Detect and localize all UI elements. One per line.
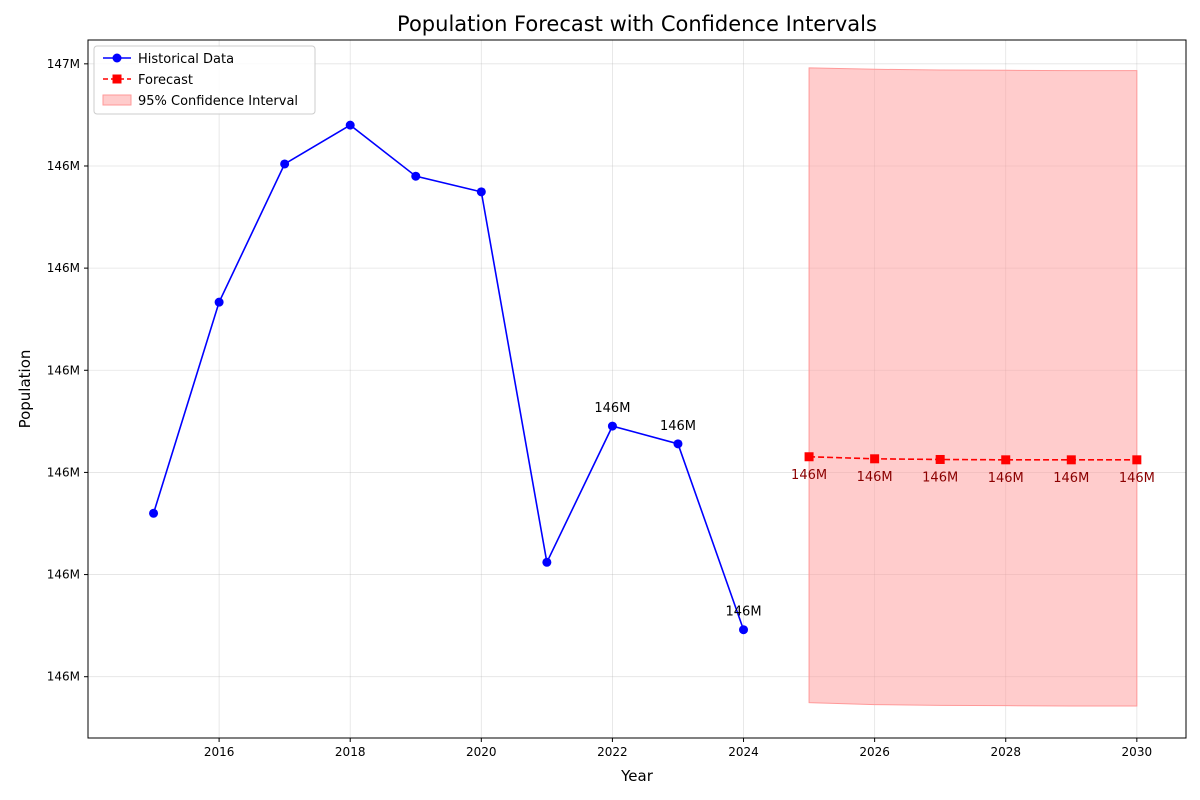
historical-data-point (673, 439, 683, 449)
x-tick-label: 2018 (335, 745, 366, 759)
forecast-data-point (804, 452, 814, 462)
forecast-point-label: 146M (1053, 471, 1089, 486)
forecast-data-point (935, 454, 945, 464)
x-axis-title: Year (620, 767, 654, 785)
axes: 2016 2018 2020 2022 2024 2026 2028 2030146M146M… (47, 57, 1152, 759)
data-labels: 146M 146M 146M 146M 146M 146M 146M 146M 146M (594, 401, 1154, 620)
x-tick-label: 2026 (859, 745, 890, 759)
legend-forecast-marker (112, 74, 122, 84)
series-layer (149, 120, 1142, 635)
historical-data-point (149, 508, 159, 518)
y-axis-title: Population (16, 350, 34, 429)
historical-data-point (607, 421, 617, 431)
legend-forecast-label: Forecast (138, 73, 193, 88)
x-tick-label: 2030 (1122, 745, 1153, 759)
confidence-band-layer (808, 67, 1138, 707)
historical-data-point (542, 557, 552, 567)
forecast-point-label: 146M (791, 468, 827, 483)
forecast-data-point (1132, 455, 1142, 465)
x-tick-label: 2024 (728, 745, 759, 759)
historical-data-point (280, 159, 290, 169)
confidence-interval-band (808, 67, 1138, 707)
forecast-point-label: 146M (922, 470, 958, 485)
plot-frame (87, 39, 1187, 739)
forecast-point-label: 146M (857, 470, 893, 485)
y-tick-label: 146M (47, 670, 80, 684)
historical-data-point (739, 625, 749, 635)
y-tick-label: 146M (47, 261, 80, 275)
historical-series-line (152, 124, 745, 630)
legend-confidence-swatch (102, 94, 132, 106)
y-tick-label: 147M (47, 57, 80, 71)
historical-point-label: 146M (726, 605, 762, 620)
y-tick-label: 146M (47, 465, 80, 479)
x-tick-label: 2022 (597, 745, 628, 759)
forecast-data-point (1066, 455, 1076, 465)
legend-confidence-label: 95% Confidence Interval (138, 94, 298, 109)
forecast-point-label: 146M (1119, 471, 1155, 486)
y-tick-label: 146M (47, 159, 80, 173)
historical-data-point (411, 171, 421, 181)
forecast-point-label: 146M (988, 471, 1024, 486)
forecast-data-point (870, 454, 880, 464)
x-tick-label: 2028 (990, 745, 1021, 759)
forecast-data-point (1001, 455, 1011, 465)
legend-box (93, 45, 316, 115)
historical-point-label: 146M (660, 419, 696, 434)
forecast-series-line (809, 455, 1137, 461)
chart-title: Population Forecast with Confidence Inte… (397, 12, 877, 36)
y-tick-label: 146M (47, 568, 80, 582)
historical-point-label: 146M (594, 401, 630, 416)
historical-data-point (476, 187, 486, 197)
legend-historical-label: Historical Data (138, 52, 234, 67)
x-tick-label: 2020 (466, 745, 497, 759)
legend-historical-marker (112, 53, 122, 63)
historical-data-point (345, 120, 355, 130)
legend: Historical Data Forecast 95% Confidence … (93, 45, 316, 115)
y-tick-label: 146M (47, 363, 80, 377)
historical-data-point (214, 297, 224, 307)
x-tick-label: 2016 (204, 745, 235, 759)
